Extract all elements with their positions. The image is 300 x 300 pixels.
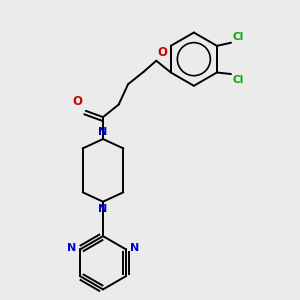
Text: N: N — [98, 204, 108, 214]
Text: N: N — [67, 243, 76, 253]
Text: Cl: Cl — [232, 75, 244, 85]
Text: N: N — [130, 243, 139, 253]
Text: N: N — [98, 127, 108, 136]
Text: O: O — [158, 46, 168, 59]
Text: O: O — [73, 95, 83, 108]
Text: Cl: Cl — [232, 32, 244, 42]
